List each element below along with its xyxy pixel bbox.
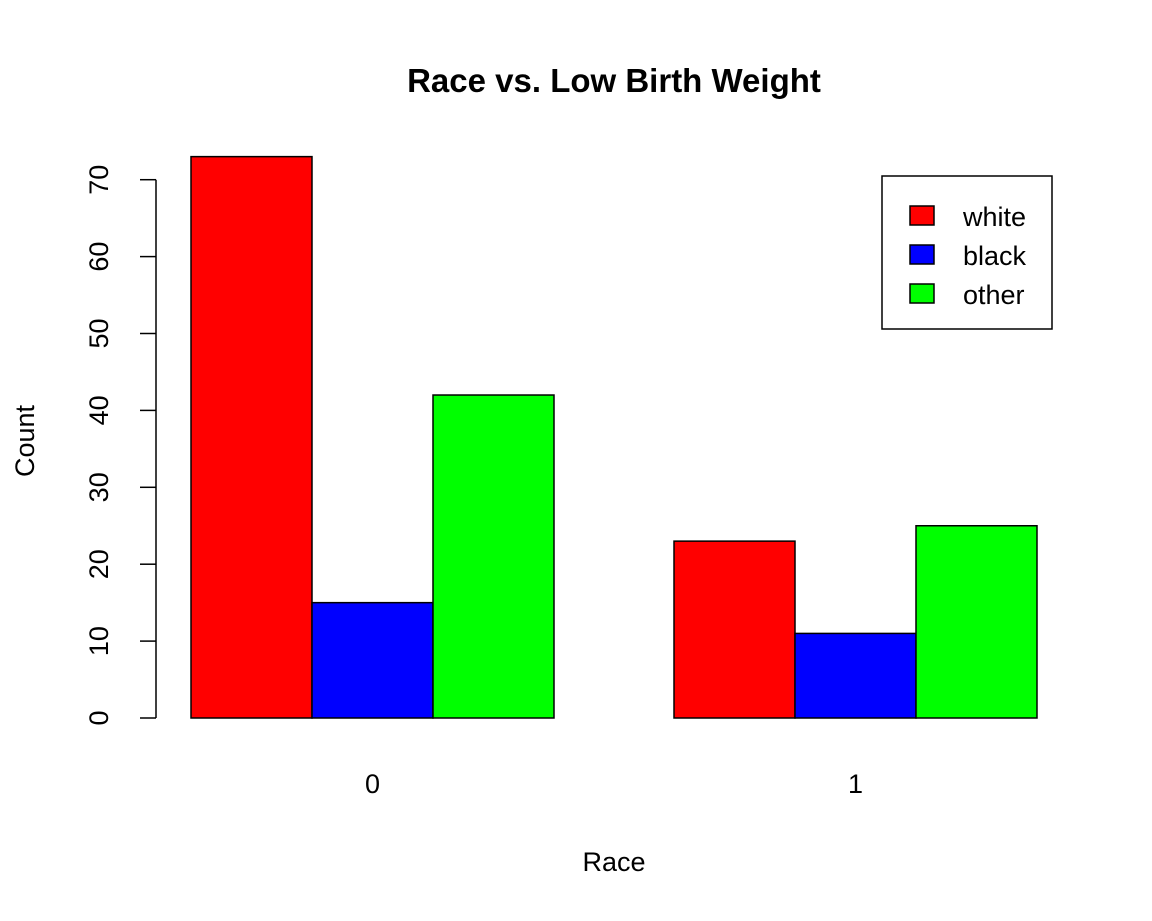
bar-white-0 bbox=[190, 155, 313, 719]
x-tick-label: 0 bbox=[365, 769, 380, 799]
bars bbox=[190, 155, 1038, 719]
y-tick-label: 40 bbox=[84, 395, 114, 425]
y-tick-label: 30 bbox=[84, 472, 114, 502]
y-tick-label: 20 bbox=[84, 549, 114, 579]
legend-label-white: white bbox=[962, 202, 1026, 232]
bar-black-0 bbox=[311, 601, 434, 719]
bar-white-1 bbox=[673, 540, 796, 719]
y-axis-label: Count bbox=[10, 404, 40, 477]
x-axis-label: Race bbox=[582, 847, 645, 877]
bar-other-1 bbox=[915, 525, 1038, 719]
y-tick-label: 0 bbox=[84, 710, 114, 725]
legend-swatch-other bbox=[909, 283, 935, 304]
legend: white black other bbox=[881, 175, 1053, 330]
legend-label-other: other bbox=[963, 280, 1025, 310]
y-tick-label: 70 bbox=[84, 165, 114, 195]
y-tick-label: 10 bbox=[84, 626, 114, 656]
chart-title: Race vs. Low Birth Weight bbox=[407, 62, 821, 99]
y-tick-label: 50 bbox=[84, 318, 114, 348]
bar-other-0 bbox=[432, 394, 555, 719]
legend-label-black: black bbox=[963, 241, 1027, 271]
legend-swatch-white bbox=[909, 205, 935, 226]
y-axis: 0 10 20 30 40 50 60 70 bbox=[84, 165, 157, 726]
legend-swatch-black bbox=[909, 244, 935, 265]
bar-black-1 bbox=[794, 632, 917, 719]
x-tick-label: 1 bbox=[848, 769, 863, 799]
y-tick-label: 60 bbox=[84, 242, 114, 272]
